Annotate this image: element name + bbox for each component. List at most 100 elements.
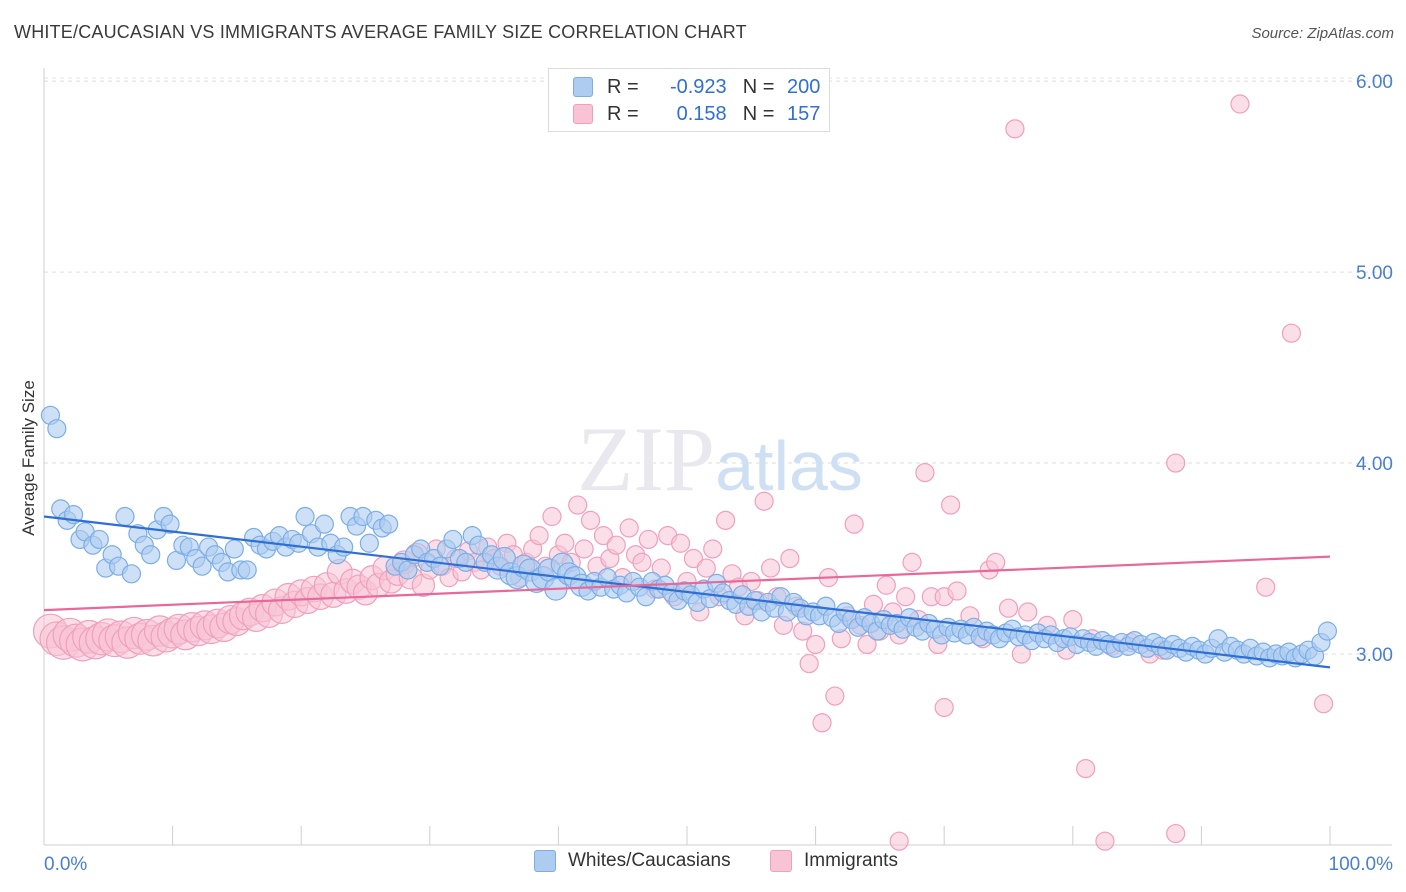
whites-point — [224, 539, 244, 559]
y-tick-label: 4.00 — [1356, 454, 1393, 475]
immigrants-point — [915, 462, 935, 483]
immigrants-point — [529, 526, 549, 546]
immigrants-point — [998, 598, 1019, 618]
whites-point — [115, 506, 135, 527]
legend-r-label: R = — [607, 75, 639, 98]
series-legend: Whites/Caucasians Immigrants — [0, 850, 1406, 878]
immigrants-point — [574, 539, 594, 559]
legend-n-value-whites: 200 — [787, 75, 821, 98]
legend: R = -0.923 N = 200 R = 0.158 N = 157 — [548, 68, 830, 132]
y-tick-label: 5.00 — [1356, 263, 1393, 284]
x-tick-label: 100.0% — [1329, 854, 1394, 875]
immigrants-point — [542, 506, 562, 527]
legend-swatch-whites — [534, 850, 556, 872]
immigrants-point — [825, 686, 845, 706]
immigrants-point — [1166, 823, 1186, 844]
whites-point — [314, 514, 334, 534]
legend-n-value-immigrants: 157 — [787, 102, 821, 125]
whites-point — [295, 506, 315, 527]
immigrants-point — [1166, 453, 1186, 473]
immigrants-trendline — [43, 555, 1331, 612]
immigrants-point — [619, 518, 639, 538]
immigrants-point — [670, 533, 691, 553]
chart-title: WHITE/CAUCASIAN VS IMMIGRANTS AVERAGE FA… — [14, 22, 747, 42]
whites-point — [160, 514, 180, 534]
trendlines — [43, 515, 1331, 669]
legend-r-label: R = — [607, 102, 639, 125]
immigrants-point — [941, 495, 961, 515]
whites-point — [359, 533, 379, 553]
immigrants-point — [1095, 831, 1115, 851]
immigrants-point — [696, 558, 716, 578]
whites-point — [192, 556, 212, 576]
immigrants-point — [986, 552, 1006, 572]
whites-point — [237, 560, 257, 580]
immigrants-point — [902, 552, 922, 572]
legend-item-whites[interactable]: Whites/Caucasians — [534, 850, 731, 872]
whites-point — [47, 419, 67, 439]
legend-item-immigrants[interactable]: Immigrants — [770, 850, 898, 872]
whites-point — [1317, 621, 1338, 641]
immigrants-point — [857, 634, 877, 655]
whites-point — [430, 556, 450, 576]
immigrants-point — [889, 831, 909, 851]
x-tick-label: 0.0% — [44, 854, 87, 875]
legend-label-whites: Whites/Caucasians — [568, 850, 731, 871]
legend-row-immigrants: R = 0.158 N = 157 — [573, 102, 820, 126]
immigrants-point — [1256, 577, 1276, 597]
whites-point — [443, 529, 463, 550]
immigrants-point — [760, 558, 781, 578]
immigrants-point — [580, 510, 601, 530]
legend-swatch-immigrants — [573, 104, 593, 124]
source-label: Source: ZipAtlas.com — [1251, 25, 1394, 42]
whites-point — [121, 564, 142, 584]
legend-label-immigrants: Immigrants — [804, 850, 898, 871]
immigrants-point — [638, 529, 659, 550]
immigrants-point — [844, 514, 864, 534]
axes — [43, 68, 1392, 846]
whites-trendline — [43, 515, 1331, 669]
legend-n-label: N = — [742, 75, 775, 98]
immigrants-point — [568, 495, 588, 515]
y-tick-label: 6.00 — [1356, 72, 1393, 93]
legend-row-whites: R = -0.923 N = 200 — [573, 75, 820, 99]
x-tick-labels: 0.0% 100.0% — [44, 854, 1393, 875]
immigrants-point — [1230, 94, 1250, 114]
whites-point — [456, 552, 476, 572]
immigrants-point — [754, 491, 774, 511]
immigrants-point — [896, 587, 916, 607]
legend-r-value-whites: -0.923 — [669, 75, 727, 98]
immigrants-point — [593, 526, 614, 546]
immigrants-point — [1313, 694, 1334, 714]
immigrants-point — [1018, 602, 1038, 622]
immigrants-point — [606, 535, 626, 555]
legend-n-label: N = — [742, 102, 775, 125]
immigrants-point — [715, 510, 736, 530]
immigrants-point — [1005, 119, 1025, 139]
immigrants-point — [812, 713, 832, 733]
immigrants-point — [703, 539, 723, 559]
whites-point — [469, 535, 489, 555]
immigrants-point — [934, 697, 954, 718]
whites-point — [141, 545, 161, 565]
immigrants-point — [780, 548, 800, 569]
whites-point — [89, 529, 109, 550]
immigrants-point — [1281, 323, 1302, 343]
whites-point — [379, 514, 399, 534]
immigrants-point — [683, 548, 704, 569]
y-tick-labels: 3.00 4.00 5.00 6.00 — [1356, 72, 1393, 666]
immigrants-point — [805, 634, 826, 655]
immigrants-point — [632, 552, 652, 572]
legend-swatch-whites — [573, 77, 593, 97]
immigrants-point — [876, 575, 896, 595]
y-tick-label: 3.00 — [1356, 645, 1393, 666]
y-axis-label: Average Family Size — [19, 380, 38, 536]
legend-swatch-immigrants — [770, 850, 792, 872]
immigrants-point — [799, 653, 819, 674]
immigrants-point — [1063, 610, 1083, 630]
legend-r-value-immigrants: 0.158 — [676, 102, 727, 125]
watermark: ZIPatlas — [577, 408, 863, 510]
immigrants-point — [947, 581, 967, 601]
immigrants-point — [555, 533, 575, 553]
